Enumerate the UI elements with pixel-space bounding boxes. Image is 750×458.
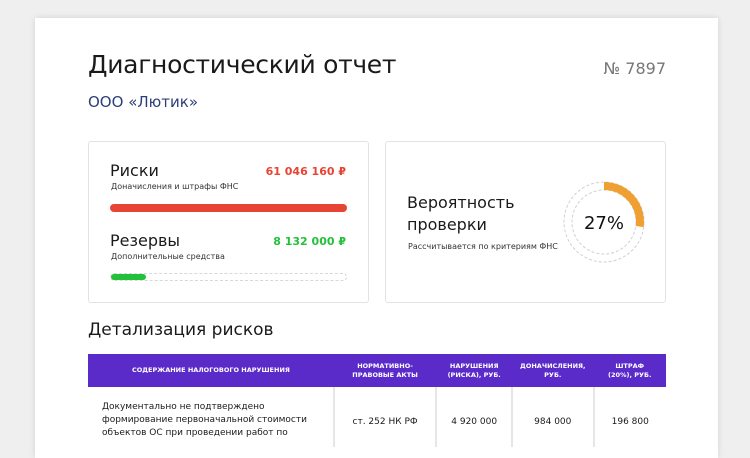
risks-amount: 61 046 160 ₽ — [265, 165, 346, 178]
risks-progress-bar — [110, 204, 347, 212]
reserves-progress-fill — [111, 274, 147, 280]
column-header: Содержание налогового нарушения — [88, 354, 334, 387]
gauge-arc — [564, 182, 644, 262]
details-title: Детализация рисков — [88, 320, 274, 340]
risks-title: Риски — [110, 161, 159, 180]
page-title: Диагностический отчет — [88, 50, 397, 79]
table-header-row: Содержание налогового нарушения Норматив… — [88, 354, 666, 387]
risks-reserves-card: Риски 61 046 160 ₽ Доначисления и штрафы… — [88, 141, 369, 303]
probability-subtitle: Рассчитывается по критериям ФНС — [408, 242, 558, 251]
column-header: Нормативно-правовые акты — [333, 354, 437, 387]
column-header: Доначисления, руб. — [512, 354, 594, 387]
violation-amount: 4 920 000 — [435, 387, 513, 447]
fine-amount: 196 800 — [592, 387, 666, 447]
probability-card: Вероятность проверки Рассчитывается по к… — [385, 141, 666, 303]
probability-title-line2: проверки — [407, 215, 487, 234]
additional-amount: 984 000 — [511, 387, 594, 447]
probability-title-line1: Вероятность — [407, 193, 515, 212]
report-number: № 7897 — [603, 59, 666, 78]
violation-description: Документально не подтверждено формирован… — [102, 402, 307, 439]
column-header: Штраф (20%), руб. — [593, 354, 666, 387]
reserves-progress-track — [110, 273, 347, 281]
probability-gauge: 27% — [563, 181, 645, 263]
risk-details-table: Содержание налогового нарушения Норматив… — [88, 354, 666, 447]
probability-title: Вероятность проверки — [407, 192, 515, 236]
column-header: Нарушения (риска), руб. — [436, 354, 513, 387]
company-name: ООО «Лютик» — [88, 93, 198, 111]
probability-value: 27% — [584, 213, 624, 234]
reserves-subtitle: Дополнительные средства — [111, 252, 225, 261]
table-row: Документально не подтверждено формирован… — [88, 387, 666, 447]
legal-act: ст. 252 НК РФ — [332, 387, 437, 447]
reserves-title: Резервы — [110, 231, 181, 250]
risks-subtitle: Доначисления и штрафы ФНС — [111, 182, 239, 191]
report-sheet: Диагностический отчет № 7897 ООО «Лютик»… — [35, 18, 718, 458]
reserves-amount: 8 132 000 ₽ — [273, 235, 346, 248]
